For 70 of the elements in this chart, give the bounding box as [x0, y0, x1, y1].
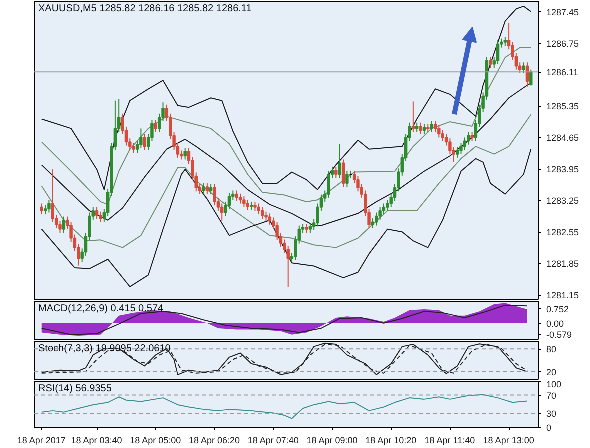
candlestick — [422, 124, 426, 135]
candlestick — [242, 196, 246, 208]
y-tick-label: 0.752 — [546, 304, 570, 314]
candlestick — [238, 193, 242, 204]
candlestick — [412, 101, 416, 133]
candlestick — [308, 222, 312, 234]
candlestick — [375, 212, 378, 226]
candlestick — [206, 183, 210, 195]
candlestick — [456, 146, 460, 158]
y-tick-label: 1281.85 — [546, 259, 580, 270]
y-tick-label: 0 — [546, 423, 552, 433]
candlestick — [154, 120, 158, 133]
candlestick — [327, 170, 330, 198]
y-tick-label: 1287.45 — [546, 7, 580, 18]
ref-line-label: 1286.11 — [546, 68, 578, 78]
candlestick — [526, 62, 530, 88]
line-series — [41, 148, 532, 288]
line-series — [41, 394, 528, 420]
candlestick — [99, 211, 102, 223]
y-tick-label: 70 — [546, 390, 557, 401]
y-tick-label: 20 — [546, 367, 557, 378]
candlestick — [419, 122, 422, 135]
candlestick — [62, 216, 66, 234]
x-tick-label: 18 Apr 11:40 — [424, 436, 476, 446]
x-tick-label: 18 Apr 07:40 — [248, 436, 299, 446]
candlestick — [235, 190, 238, 202]
chart-title: RSI(14) 56.9355 — [38, 384, 112, 394]
candlestick — [209, 184, 213, 195]
y-tick-label: 1283.95 — [546, 164, 580, 175]
candlestick — [132, 142, 136, 154]
x-tick-label: 18 Apr 05:00 — [130, 436, 182, 446]
candlestick — [184, 148, 187, 160]
candlestick — [430, 120, 434, 133]
x-tick-label: 18 Apr 03:40 — [71, 436, 122, 446]
candlestick — [140, 128, 143, 149]
candlestick — [40, 203, 44, 216]
candlestick — [202, 183, 206, 195]
y-tick-label: 0.00 — [546, 318, 564, 329]
candlestick — [48, 200, 51, 214]
candlestick — [260, 206, 264, 220]
x-tick-label: 18 Apr 2017 — [17, 436, 66, 446]
candlestick — [438, 124, 441, 138]
candlestick — [246, 200, 250, 211]
candlestick — [342, 159, 346, 188]
candlestick — [338, 144, 342, 179]
y-tick-label: 80 — [546, 344, 557, 355]
candlestick — [522, 62, 526, 74]
candlestick — [496, 40, 500, 65]
candlestick — [415, 122, 419, 133]
y-tick-label: 30 — [546, 409, 557, 420]
candlestick — [95, 206, 99, 220]
candlestick — [257, 203, 261, 216]
y-tick-label: -0.579 — [546, 330, 572, 340]
candlestick — [489, 56, 492, 69]
y-tick-label: 1283.25 — [546, 196, 580, 206]
x-tick-label: 18 Apr 13:00 — [483, 436, 534, 446]
candlestick — [334, 166, 338, 179]
candlestick — [268, 213, 272, 226]
y-tick-label: 100 — [546, 380, 562, 390]
y-tick-label: 1282.55 — [546, 228, 580, 238]
candlestick — [346, 170, 349, 188]
y-tick-label: 1281.15 — [546, 290, 580, 301]
chart-title: XAUUSD,M5 1285.82 1286.16 1285.82 1286.11 — [38, 4, 252, 14]
x-tick-label: 18 Apr 09:00 — [306, 436, 358, 446]
y-tick-label: 1284.65 — [546, 133, 580, 144]
x-tick-label: 18 Apr 06:20 — [188, 436, 240, 446]
y-tick-label: 1286.75 — [546, 38, 580, 49]
candlestick — [143, 134, 146, 151]
y-tick-label: 1285.35 — [546, 102, 580, 112]
x-tick-label: 18 Apr 10:20 — [366, 436, 417, 446]
